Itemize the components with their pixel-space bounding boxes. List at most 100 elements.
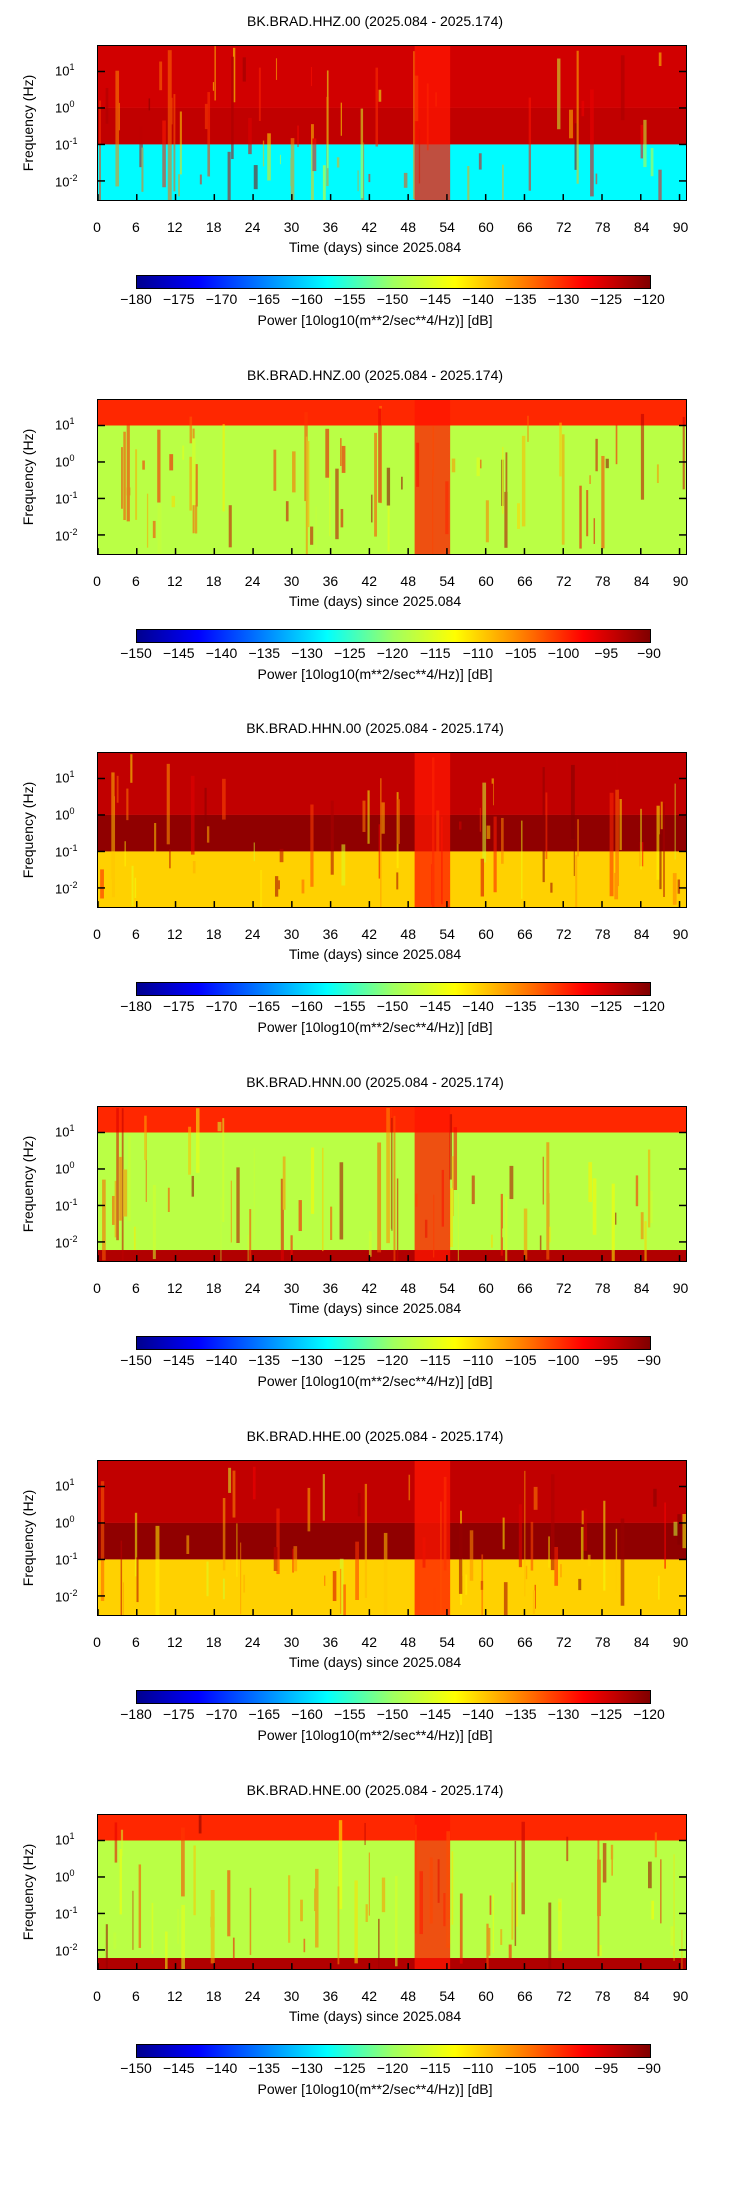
chart-title: BK.BRAD.HHN.00 (2025.084 - 2025.174) bbox=[246, 720, 504, 736]
y-tick-label: 10-1 bbox=[55, 1904, 78, 1922]
spectrogram-panel: BK.BRAD.HNE.00 (2025.084 - 2025.174) Freq… bbox=[0, 1781, 750, 2135]
data-gap bbox=[414, 1107, 451, 1261]
colorbar-tick-label: −170 bbox=[205, 1706, 238, 1722]
colorbar-tick-label: −120 bbox=[633, 1706, 665, 1722]
colorbar-tick-label: −105 bbox=[504, 2060, 537, 2076]
x-tick-label: 66 bbox=[517, 1988, 533, 2004]
x-tick-label: 12 bbox=[167, 1280, 183, 1296]
spectrogram-panel: BK.BRAD.HHN.00 (2025.084 - 2025.174) Freq… bbox=[0, 719, 750, 1073]
colorbar-tick-label: −125 bbox=[333, 2060, 366, 2076]
y-tick-label: 10-1 bbox=[55, 1550, 78, 1568]
x-tick-label: 12 bbox=[167, 1634, 183, 1650]
y-tick-label: 10-2 bbox=[55, 1941, 78, 1958]
x-tick-label: 36 bbox=[322, 1988, 339, 2004]
x-tick-label: 36 bbox=[322, 219, 339, 235]
spectrogram-plot bbox=[97, 1460, 687, 1616]
x-axis-label: Time (days) since 2025.084 bbox=[288, 593, 462, 609]
colorbar-tick-label: −100 bbox=[547, 2060, 580, 2076]
colorbar-tick-label: −180 bbox=[120, 998, 152, 1014]
colorbar-tick-label: −130 bbox=[547, 998, 580, 1014]
colorbar-tick-label: −155 bbox=[333, 998, 366, 1014]
colorbar-tick-label: −145 bbox=[419, 998, 452, 1014]
x-tick-label: 60 bbox=[478, 1634, 494, 1650]
y-tick-label: 101 bbox=[55, 61, 75, 79]
x-tick-label: 54 bbox=[439, 1634, 455, 1650]
x-axis-label: Time (days) since 2025.084 bbox=[288, 2008, 462, 2024]
colorbar-tick-label: −115 bbox=[420, 2060, 451, 2076]
x-tick-label: 66 bbox=[517, 926, 533, 942]
x-tick-label: 78 bbox=[594, 1988, 611, 2004]
x-tick-label: 72 bbox=[556, 926, 572, 942]
x-tick-label: 18 bbox=[205, 1280, 222, 1296]
power-band bbox=[98, 753, 686, 815]
x-tick-label: 12 bbox=[167, 926, 183, 942]
x-tick-label: 90 bbox=[672, 219, 689, 235]
x-tick-label: 24 bbox=[244, 926, 261, 942]
x-tick-label: 60 bbox=[478, 219, 494, 235]
colorbar-tick-label: −145 bbox=[162, 1352, 195, 1368]
colorbar-tick-label: −120 bbox=[633, 291, 665, 307]
spectrogram-panel: BK.BRAD.HNZ.00 (2025.084 - 2025.174) Freq… bbox=[0, 366, 750, 720]
colorbar-tick-label: −115 bbox=[420, 645, 451, 661]
x-tick-label: 90 bbox=[672, 926, 689, 942]
data-gap bbox=[414, 46, 451, 200]
x-tick-label: 42 bbox=[361, 926, 378, 942]
spectral-texture bbox=[102, 1107, 653, 1261]
chart-title: BK.BRAD.HHE.00 (2025.084 - 2025.174) bbox=[246, 1428, 504, 1444]
x-tick-label: 72 bbox=[556, 1280, 572, 1296]
colorbar-tick-label: −135 bbox=[248, 1352, 281, 1368]
power-band bbox=[98, 107, 686, 145]
spectrogram-image bbox=[98, 1815, 686, 1969]
colorbar-tick-label: −100 bbox=[547, 1352, 580, 1368]
colorbar-tick-label: −120 bbox=[376, 1352, 409, 1368]
colorbar-tick-label: −155 bbox=[333, 291, 366, 307]
chart-title: BK.BRAD.HNZ.00 (2025.084 - 2025.174) bbox=[246, 367, 504, 383]
y-tick-label: 101 bbox=[55, 415, 75, 433]
colorbar-tick-label: −145 bbox=[419, 1706, 452, 1722]
data-gap bbox=[414, 400, 451, 554]
spectral-texture bbox=[99, 46, 662, 200]
x-tick-label: 30 bbox=[283, 573, 300, 589]
colorbar-tick-label: −140 bbox=[462, 998, 494, 1014]
spectrogram-image bbox=[98, 46, 686, 200]
colorbar-tick-label: −125 bbox=[333, 1352, 366, 1368]
colorbar-tick-label: −100 bbox=[547, 645, 580, 661]
spectrogram-image bbox=[98, 1461, 686, 1615]
x-tick-label: 36 bbox=[322, 1634, 339, 1650]
x-axis-label: Time (days) since 2025.084 bbox=[288, 1654, 462, 1670]
colorbar-label: Power [10log10(m**2/sec**4/Hz)] [dB] bbox=[257, 2081, 493, 2097]
colorbar-label: Power [10log10(m**2/sec**4/Hz)] [dB] bbox=[257, 312, 493, 328]
x-tick-label: 48 bbox=[400, 573, 416, 589]
colorbar bbox=[136, 1690, 651, 1704]
chart-title: BK.BRAD.HNN.00 (2025.084 - 2025.174) bbox=[246, 1074, 504, 1090]
spectrogram-plot bbox=[97, 752, 687, 908]
spectrogram-plot bbox=[97, 399, 687, 555]
x-tick-label: 12 bbox=[167, 1988, 183, 2004]
x-tick-label: 66 bbox=[517, 219, 533, 235]
x-tick-label: 12 bbox=[167, 573, 183, 589]
x-tick-label: 30 bbox=[283, 926, 300, 942]
y-axis-label: Frequency (Hz) bbox=[20, 1489, 36, 1587]
y-tick-label: 100 bbox=[55, 452, 75, 470]
y-tick-label: 10-1 bbox=[55, 842, 78, 860]
colorbar-tick-label: −175 bbox=[162, 998, 195, 1014]
chart-title: BK.BRAD.HHZ.00 (2025.084 - 2025.174) bbox=[246, 13, 504, 29]
colorbar-tick-label: −140 bbox=[205, 2060, 238, 2076]
colorbar-tick-label: −105 bbox=[504, 645, 537, 661]
colorbar-tick-label: −170 bbox=[205, 998, 238, 1014]
colorbar-tick-label: −130 bbox=[547, 1706, 580, 1722]
x-tick-label: 0 bbox=[93, 219, 101, 235]
spectrogram-panel: BK.BRAD.HHE.00 (2025.084 - 2025.174) Freq… bbox=[0, 1427, 750, 1781]
x-tick-label: 78 bbox=[594, 1634, 611, 1650]
colorbar bbox=[136, 629, 651, 643]
colorbar-tick-label: −135 bbox=[248, 645, 281, 661]
x-tick-label: 30 bbox=[283, 1634, 300, 1650]
x-tick-label: 54 bbox=[439, 1280, 455, 1296]
colorbar-label: Power [10log10(m**2/sec**4/Hz)] [dB] bbox=[257, 1373, 493, 1389]
x-tick-label: 24 bbox=[244, 1280, 261, 1296]
colorbar bbox=[136, 1336, 651, 1350]
y-tick-label: 101 bbox=[55, 768, 75, 786]
y-tick-label: 100 bbox=[55, 98, 75, 116]
colorbar-tick-label: −105 bbox=[504, 1352, 537, 1368]
x-tick-label: 36 bbox=[322, 573, 339, 589]
